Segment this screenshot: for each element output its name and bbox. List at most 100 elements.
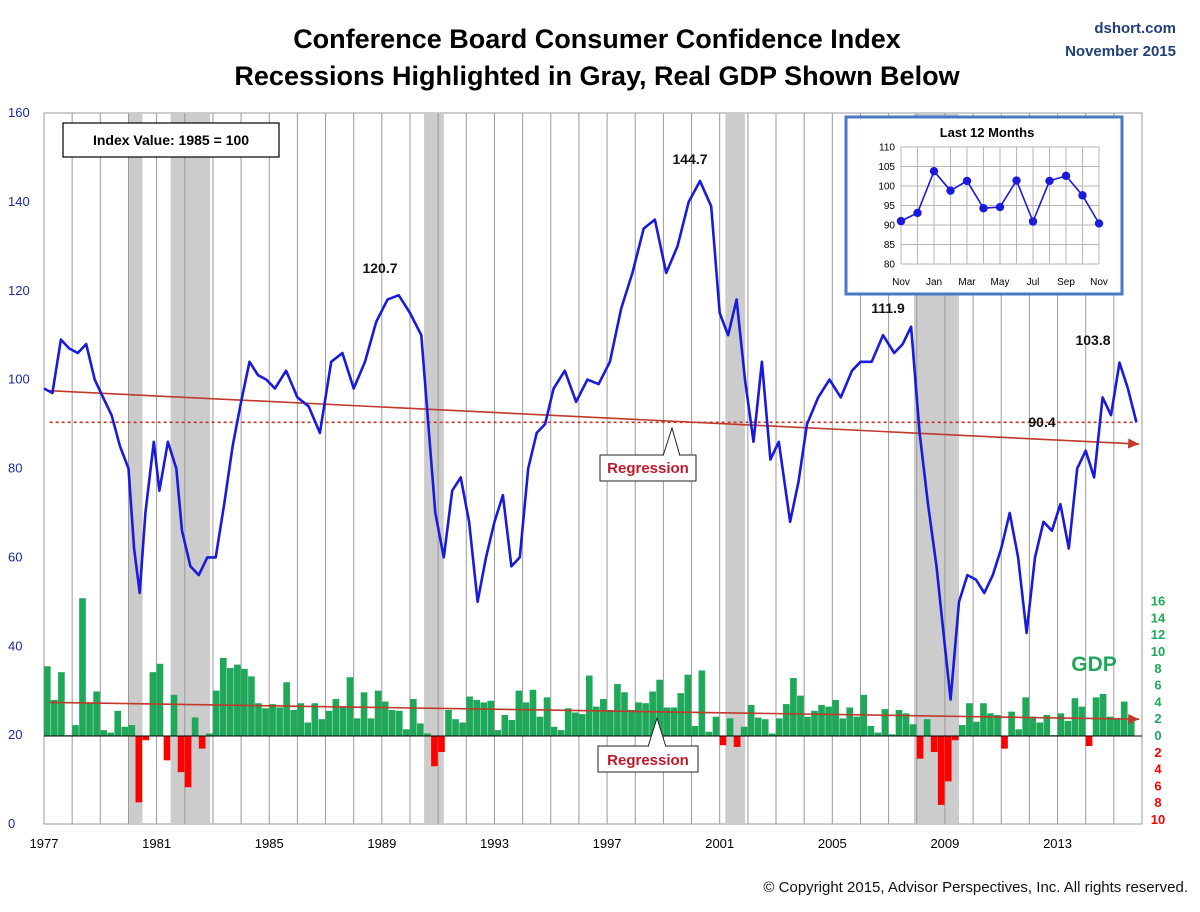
gdp-bar xyxy=(191,717,199,736)
gdp-bar xyxy=(114,710,122,736)
gdp-bar xyxy=(417,723,424,736)
gdp-bar xyxy=(874,732,882,736)
site-label: dshort.com xyxy=(1094,20,1176,37)
gdp-bar xyxy=(536,716,544,736)
gdp-bar xyxy=(227,667,234,736)
gdp-bar xyxy=(325,710,333,736)
gdp-bar xyxy=(663,707,671,736)
inset-y-ticks: 80 85 90 95 100 105 110 xyxy=(878,143,895,271)
x-tick-1977: 1977 xyxy=(30,836,59,851)
gdp-bar xyxy=(916,736,924,759)
gdp-bar xyxy=(677,693,685,736)
gdp-bar xyxy=(733,736,741,747)
regression-lines xyxy=(49,389,1140,725)
chart-title-line1: Conference Board Consumer Confidence Ind… xyxy=(293,24,901,54)
gdp-bar xyxy=(1085,736,1093,747)
gdp-bar xyxy=(719,736,727,746)
inset-x-tick-3: May xyxy=(991,277,1010,288)
gdp-bar xyxy=(635,702,642,736)
gdp-bar xyxy=(881,709,889,736)
gdp-bar xyxy=(621,692,628,736)
gdp-bar xyxy=(234,664,241,736)
peak-label-2007: 111.9 xyxy=(871,300,905,316)
y-tick-60: 60 xyxy=(8,549,22,564)
gdp-bar xyxy=(937,736,945,805)
gdp-bar xyxy=(973,721,980,736)
gdp-bar xyxy=(578,714,586,736)
gdp-bar xyxy=(374,690,382,736)
gdp-tick-pos-0: 0 xyxy=(1154,728,1161,743)
recession-band-0 xyxy=(128,113,143,824)
gdp-bar xyxy=(1029,716,1037,736)
gdp-bar xyxy=(424,733,431,736)
gdp-bar xyxy=(776,718,783,736)
gdp-bar xyxy=(790,678,797,736)
inset-y-tick-85: 85 xyxy=(884,240,896,251)
peak-label-1989: 120.7 xyxy=(362,260,397,276)
gdp-bar xyxy=(487,700,495,736)
inset-point xyxy=(913,208,922,218)
gdp-tick-neg-10: 10 xyxy=(1151,812,1165,827)
inset-point xyxy=(1028,217,1038,226)
gdp-bar xyxy=(107,732,114,736)
gdp-bar xyxy=(846,707,854,736)
gdp-bar xyxy=(177,736,185,773)
x-tick-1997: 1997 xyxy=(593,836,622,851)
inset-y-tick-105: 105 xyxy=(878,162,895,173)
gdp-bar xyxy=(318,719,326,736)
gdp-bar xyxy=(557,730,565,736)
gdp-bar xyxy=(614,683,621,736)
gdp-bar xyxy=(508,720,516,736)
inset-y-tick-100: 100 xyxy=(878,182,895,193)
x-tick-2005: 2005 xyxy=(818,836,847,851)
gdp-bar xyxy=(290,709,297,736)
gdp-bar xyxy=(410,699,417,736)
gdp-bar xyxy=(431,736,438,767)
gdp-bar xyxy=(501,715,509,736)
gdp-bar xyxy=(459,722,466,736)
regression-line-gdp xyxy=(49,701,1140,720)
inset-x-tick-4: Jul xyxy=(1027,277,1040,288)
gdp-bar xyxy=(1099,694,1107,736)
gdp-bar xyxy=(944,736,952,782)
y-tick-20: 20 xyxy=(8,727,22,742)
y-tick-160: 160 xyxy=(8,105,30,120)
gdp-bar xyxy=(395,710,403,736)
gdp-bar xyxy=(1008,711,1015,736)
y-axis-ticks: 0 20 40 60 80 100 120 140 160 xyxy=(8,105,30,831)
gdp-bar xyxy=(269,704,276,736)
gdp-bar xyxy=(698,670,706,736)
recession-band-3 xyxy=(725,113,746,824)
gdp-tick-neg-4: 4 xyxy=(1154,762,1162,777)
gdp-bar xyxy=(128,725,136,736)
gdp-bar xyxy=(402,729,410,736)
gdp-bar xyxy=(332,699,340,736)
gdp-bar xyxy=(550,726,558,736)
gdp-bar xyxy=(951,736,959,741)
gdp-bar xyxy=(156,663,164,736)
regression-callout-gdp: Regression xyxy=(597,716,699,773)
inset-point xyxy=(929,166,939,176)
y-tick-120: 120 xyxy=(8,283,30,298)
x-tick-1993: 1993 xyxy=(480,836,509,851)
gdp-bar xyxy=(367,718,375,736)
gdp-bar xyxy=(825,706,832,736)
gdp-bar xyxy=(1015,729,1022,736)
gdp-bar xyxy=(832,699,839,736)
gdp-bar xyxy=(283,682,290,736)
y-tick-80: 80 xyxy=(8,461,22,476)
gdp-bar xyxy=(121,726,129,736)
gdp-bar xyxy=(135,736,143,803)
gdp-tick-pos-2: 2 xyxy=(1154,711,1161,726)
gdp-bar xyxy=(205,733,213,736)
recession-band-2 xyxy=(424,113,444,824)
gdp-bar xyxy=(930,736,938,752)
date-label: November 2015 xyxy=(1065,43,1176,60)
latest-value-label: 90.4 xyxy=(1028,414,1055,430)
gdp-bar xyxy=(670,707,678,736)
inset-point xyxy=(946,186,955,195)
gdp-bar xyxy=(452,719,459,736)
inset-y-tick-95: 95 xyxy=(884,201,896,212)
inset-x-tick-5: Sep xyxy=(1057,277,1075,288)
